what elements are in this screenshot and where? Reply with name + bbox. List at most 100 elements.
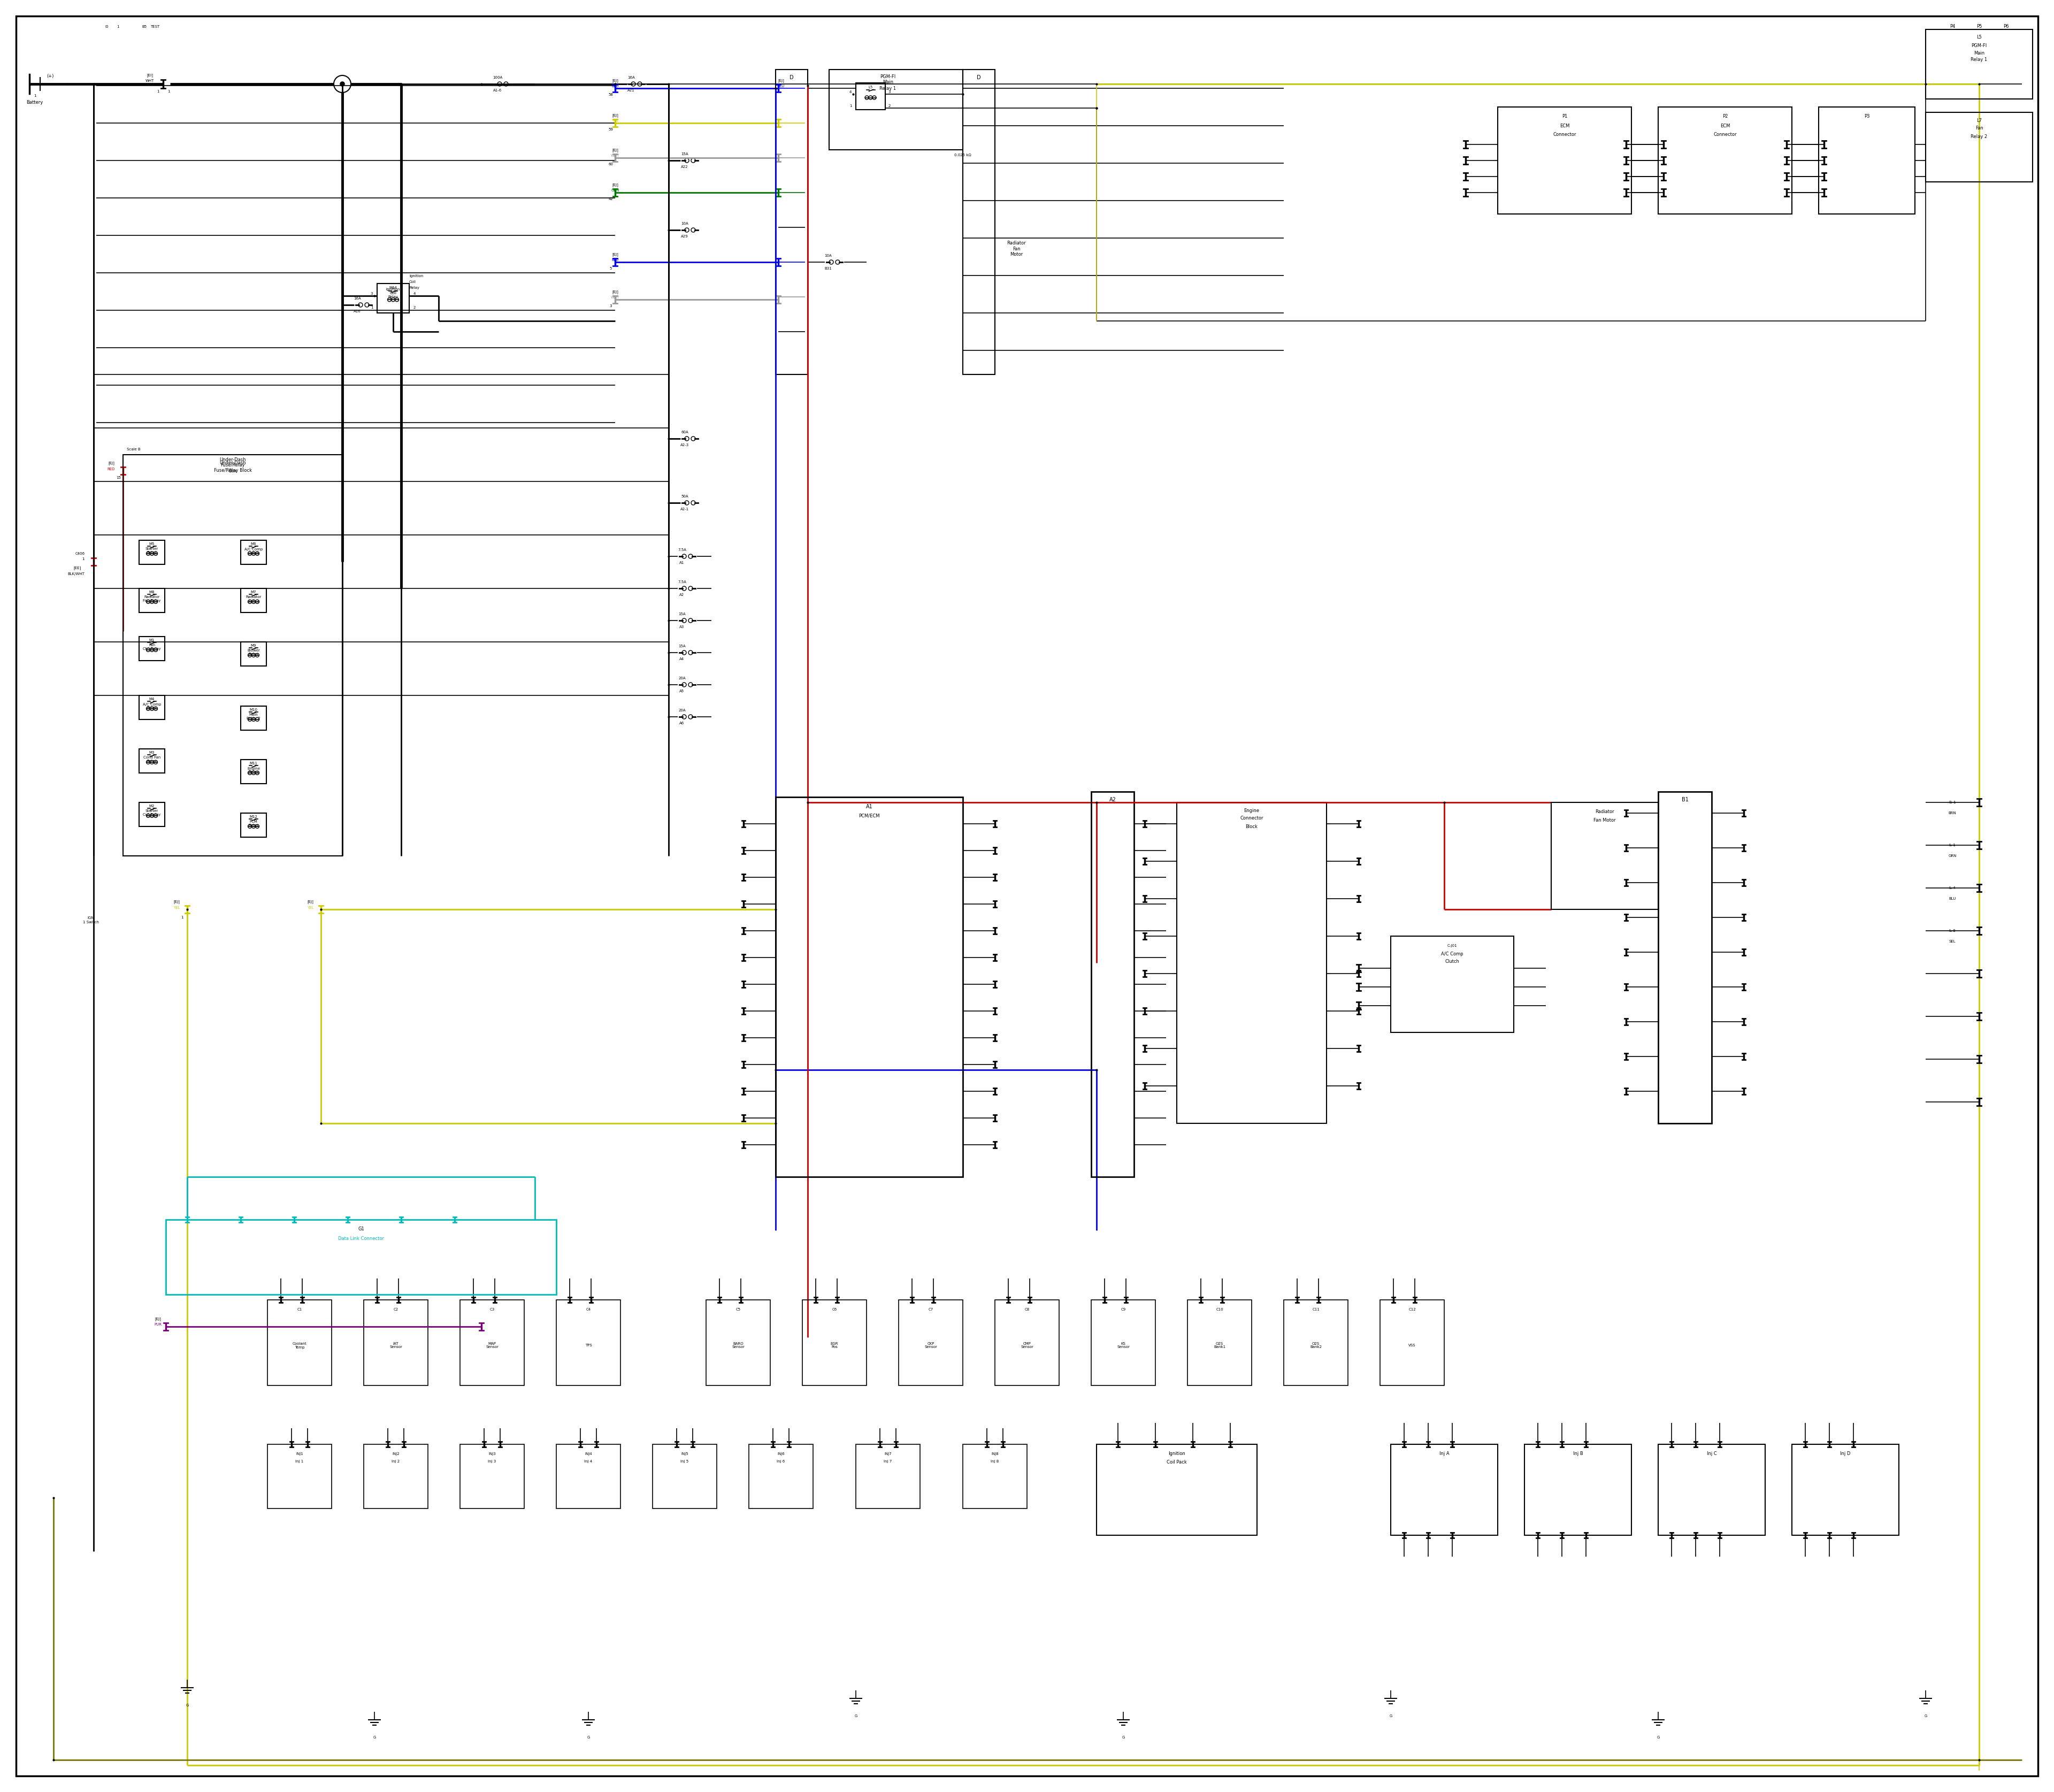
- Text: [EJ]: [EJ]: [154, 1317, 160, 1321]
- Text: G: G: [374, 1736, 376, 1738]
- Text: BLU: BLU: [776, 84, 785, 88]
- Text: G: G: [854, 1715, 857, 1719]
- Text: A5: A5: [680, 690, 684, 694]
- Text: YEL: YEL: [612, 120, 618, 122]
- Bar: [364, 1444, 427, 1509]
- Text: PGM-FI: PGM-FI: [1972, 43, 1986, 48]
- Text: M6: M6: [251, 543, 257, 545]
- Text: G: G: [1658, 1736, 1660, 1738]
- Bar: [460, 1299, 524, 1385]
- Bar: [750, 1444, 813, 1509]
- Text: Inj 7: Inj 7: [883, 1460, 891, 1462]
- Text: BARO
Sensor: BARO Sensor: [731, 1342, 744, 1349]
- Text: C-J01: C-J01: [1448, 944, 1456, 948]
- Bar: [707, 1299, 770, 1385]
- Text: M44: M44: [388, 287, 396, 289]
- Text: BLU: BLU: [612, 258, 618, 262]
- Text: CMP
Sensor: CMP Sensor: [1021, 1342, 1033, 1349]
- Text: Coolant
Temp: Coolant Temp: [292, 1342, 306, 1349]
- Text: Ignition: Ignition: [409, 274, 423, 278]
- Text: GRN: GRN: [610, 188, 618, 192]
- Text: Inj D: Inj D: [1840, 1452, 1851, 1457]
- Text: [EI]: [EI]: [146, 73, 152, 77]
- Bar: [166, 1220, 557, 1294]
- Bar: [364, 1299, 427, 1385]
- Bar: [378, 283, 409, 314]
- Text: C10: C10: [1216, 1308, 1224, 1312]
- Text: O2S
Bank1: O2S Bank1: [1214, 1342, 1226, 1349]
- Bar: [267, 1444, 331, 1509]
- Text: Inj 8: Inj 8: [990, 1460, 998, 1462]
- Text: Inj B: Inj B: [1573, 1452, 1584, 1457]
- Text: BLU: BLU: [1949, 898, 1955, 900]
- Text: A1: A1: [867, 805, 873, 810]
- Text: Inj A: Inj A: [1440, 1452, 1450, 1457]
- Text: INJ2: INJ2: [392, 1452, 398, 1455]
- Text: WHT: WHT: [610, 296, 620, 299]
- Text: M8: M8: [150, 591, 154, 593]
- Text: 7.5A: 7.5A: [678, 548, 686, 552]
- Text: Inj 4: Inj 4: [583, 1460, 592, 1462]
- Text: 15A: 15A: [678, 645, 686, 647]
- Bar: [140, 803, 164, 826]
- Text: 1: 1: [82, 557, 84, 561]
- Text: SEL: SEL: [1949, 939, 1955, 943]
- Text: [EJ]: [EJ]: [612, 149, 618, 152]
- Text: A2: A2: [1109, 797, 1115, 803]
- Text: MAP
Sensor: MAP Sensor: [485, 1342, 499, 1349]
- Text: Relay 2: Relay 2: [1970, 134, 1988, 138]
- Text: [EJ]: [EJ]: [612, 79, 618, 82]
- Text: C7: C7: [928, 1308, 933, 1312]
- Text: 1: 1: [181, 916, 183, 919]
- Text: Main: Main: [883, 81, 893, 84]
- Bar: [776, 797, 963, 1177]
- Text: INJ4: INJ4: [585, 1452, 592, 1455]
- Text: M5: M5: [150, 543, 154, 545]
- Text: 1: 1: [117, 25, 119, 29]
- Text: C8: C8: [1025, 1308, 1029, 1312]
- Text: G: G: [185, 1704, 189, 1708]
- Text: C1: C1: [298, 1308, 302, 1312]
- Text: A2: A2: [680, 593, 684, 597]
- Text: CKP
Sensor: CKP Sensor: [924, 1342, 937, 1349]
- Bar: [557, 1444, 620, 1509]
- Text: KS
Sensor: KS Sensor: [1117, 1342, 1130, 1349]
- Text: RED: RED: [107, 468, 115, 471]
- Text: M2: M2: [150, 805, 154, 808]
- Text: G: G: [1925, 1715, 1927, 1719]
- Text: 59: 59: [608, 127, 614, 131]
- Text: Radiator
Fan 2: Radiator Fan 2: [246, 595, 261, 602]
- Text: P5: P5: [1976, 25, 1982, 29]
- Text: IL-1: IL-1: [1949, 844, 1955, 848]
- Text: Blower
Relay: Blower Relay: [246, 649, 261, 656]
- Text: Main
Relay 2: Main Relay 2: [246, 713, 261, 720]
- Text: GRN: GRN: [1949, 855, 1957, 858]
- Text: A16: A16: [353, 310, 362, 314]
- Bar: [140, 695, 164, 719]
- Text: Connector: Connector: [1553, 133, 1575, 138]
- Text: P1: P1: [1561, 115, 1567, 118]
- Text: ECM: ECM: [1559, 124, 1569, 127]
- Text: TPS: TPS: [585, 1344, 592, 1348]
- Bar: [140, 588, 164, 613]
- Text: [EJ]: [EJ]: [173, 900, 179, 903]
- Text: 3: 3: [610, 305, 612, 308]
- Text: 4: 4: [848, 90, 852, 93]
- Text: Fan Motor: Fan Motor: [1594, 817, 1616, 823]
- Text: C406: C406: [76, 552, 84, 556]
- Text: G1: G1: [357, 1228, 364, 1231]
- Text: L5: L5: [869, 86, 873, 90]
- Text: C12: C12: [1409, 1308, 1415, 1312]
- Bar: [1177, 803, 1327, 1124]
- Bar: [1927, 29, 2033, 99]
- Text: Inj 1: Inj 1: [296, 1460, 304, 1462]
- Bar: [1818, 108, 1914, 213]
- Text: EGR
Pos: EGR Pos: [830, 1342, 838, 1349]
- Text: 3: 3: [887, 90, 891, 93]
- Text: C11: C11: [1313, 1308, 1319, 1312]
- Bar: [1927, 113, 2033, 181]
- Text: A21: A21: [629, 90, 635, 91]
- Text: Ignition
Coil
Relay: Ignition Coil Relay: [386, 289, 401, 299]
- Bar: [776, 70, 807, 375]
- Text: M11: M11: [249, 762, 257, 765]
